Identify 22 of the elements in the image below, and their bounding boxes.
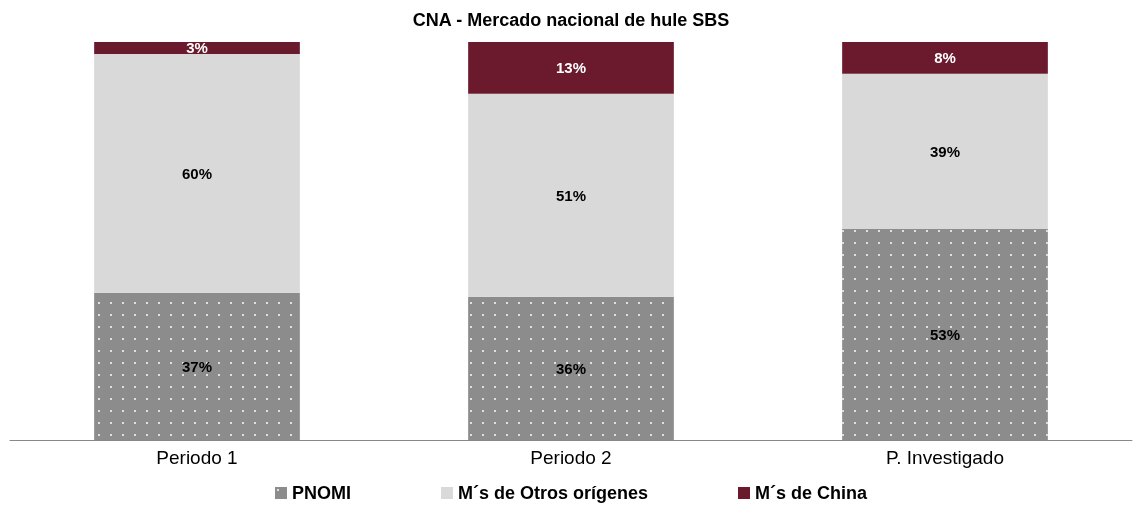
bar <box>842 73 1048 230</box>
bar <box>94 53 300 293</box>
data-label: 8% <box>934 49 956 67</box>
data-label: 3% <box>186 39 208 57</box>
data-label: 13% <box>555 59 587 77</box>
bar <box>94 42 300 54</box>
data-label: 36% <box>555 359 587 377</box>
data-label: 39% <box>929 142 961 160</box>
legend-label: M´s de Otros orígenes <box>457 483 649 503</box>
x-tick-label: Periodo 1 <box>156 447 238 468</box>
legend-label: PNOMI <box>291 483 351 503</box>
data-label: 51% <box>555 186 587 204</box>
data-label: 60% <box>181 164 213 182</box>
bar <box>842 42 1048 74</box>
bar <box>468 42 674 94</box>
data-label: 37% <box>181 357 213 375</box>
chart-title: CNA - Mercado nacional de hule SBS <box>412 10 730 30</box>
x-tick-label: P. Investigado <box>886 447 1004 468</box>
data-label: 53% <box>929 326 961 344</box>
legend-label: M´s de China <box>755 483 869 503</box>
bar <box>468 93 674 297</box>
x-tick-label: Periodo 2 <box>530 447 612 468</box>
